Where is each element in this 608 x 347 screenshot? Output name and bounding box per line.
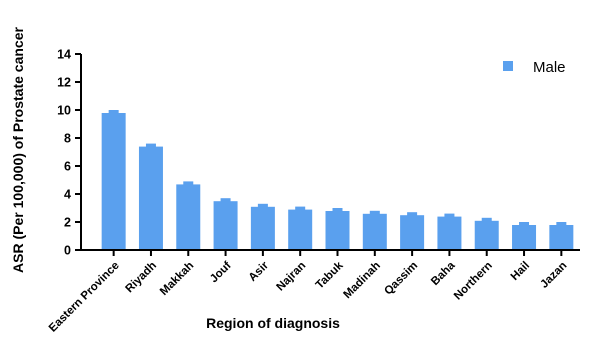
- bar-cap: [519, 222, 530, 226]
- bar-cap: [332, 208, 343, 212]
- bar: [362, 213, 387, 250]
- bar: [101, 113, 126, 250]
- x-tick-label: Makkah: [158, 260, 196, 298]
- y-tick-label: 0: [64, 244, 71, 258]
- x-tick-label: Baha: [429, 259, 458, 288]
- legend-swatch: [503, 61, 513, 71]
- bar-cap: [556, 222, 567, 226]
- y-tick-label: 2: [64, 216, 71, 230]
- y-tick-label: 12: [57, 76, 71, 90]
- plot-area: [101, 110, 574, 250]
- x-tick-label: Eastern Province: [47, 260, 122, 335]
- bar-cap: [481, 217, 492, 222]
- bar: [400, 215, 425, 250]
- bar: [549, 225, 574, 250]
- x-tick-label: Tabuk: [314, 259, 346, 291]
- bar-cap: [407, 212, 418, 217]
- bar-cap: [145, 143, 156, 148]
- x-tick-label: Jazan: [538, 260, 569, 291]
- x-tick-label: Hail: [509, 260, 532, 283]
- bar: [325, 211, 350, 250]
- x-tick-label: Northern: [452, 260, 495, 303]
- x-axis-title: Region of diagnosis: [206, 315, 340, 331]
- bar: [474, 220, 499, 250]
- bar-cap: [108, 110, 119, 114]
- bar-cap: [183, 181, 194, 186]
- bar-cap: [257, 203, 268, 208]
- bar-cap: [369, 210, 380, 215]
- y-axis: 0 2 4 6 8 10 12 14: [57, 48, 82, 258]
- bar: [250, 206, 275, 250]
- bar: [138, 146, 163, 250]
- x-tick-label: Asir: [247, 259, 272, 284]
- y-tick-label: 6: [64, 160, 71, 174]
- bar: [437, 216, 462, 250]
- bar-cap: [444, 213, 455, 218]
- bar-cap: [295, 206, 306, 211]
- y-tick-label: 14: [57, 48, 71, 62]
- legend-label-male: Male: [533, 59, 566, 76]
- y-tick-label: 10: [57, 104, 71, 118]
- x-tick-label: Qassim: [382, 260, 420, 298]
- bar: [288, 209, 313, 250]
- bar-cap: [220, 198, 231, 203]
- y-axis-title: ASR (Per 100,000) of Prostate cancer: [10, 27, 26, 273]
- x-tick-label: Najran: [275, 260, 309, 294]
- y-tick-label: 4: [64, 188, 71, 202]
- bar: [512, 225, 537, 250]
- bar: [176, 184, 201, 250]
- bar: [213, 201, 238, 250]
- legend: Male: [503, 59, 566, 76]
- y-tick-label: 8: [64, 132, 71, 146]
- x-tick-label: Riyadh: [123, 260, 159, 296]
- x-tick-label: Madinah: [341, 260, 382, 301]
- x-tick-label: Jouf: [208, 260, 234, 286]
